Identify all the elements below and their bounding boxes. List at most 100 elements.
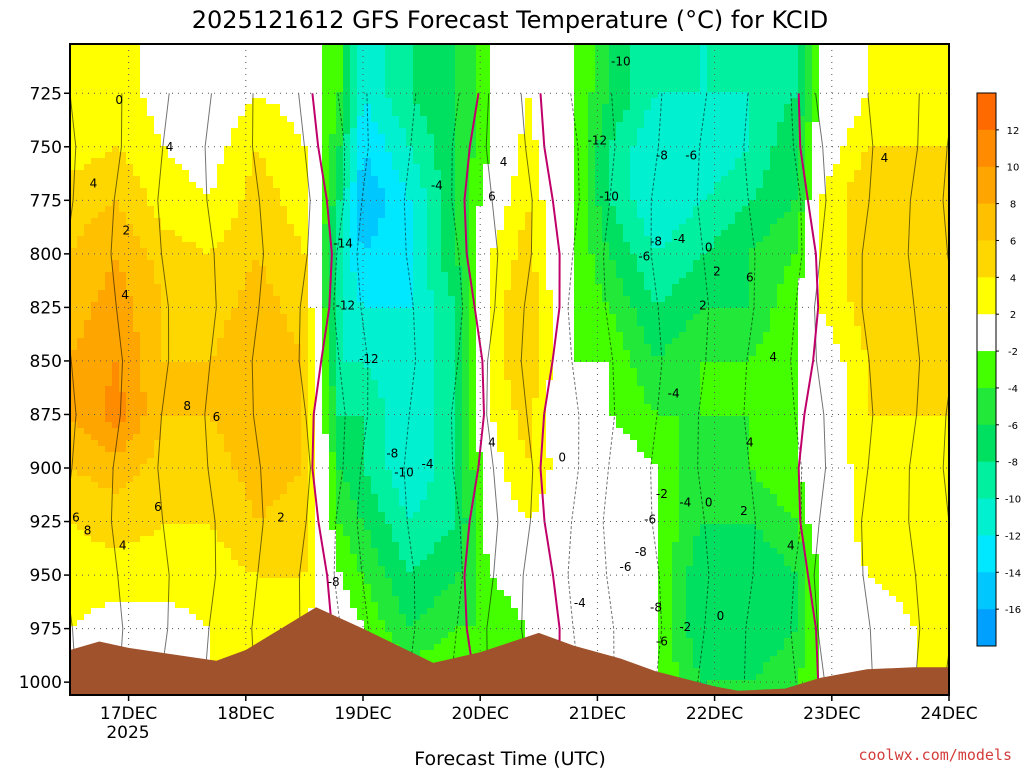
temp-cell bbox=[140, 68, 148, 75]
temp-cell bbox=[126, 206, 134, 213]
temp-cell bbox=[294, 470, 302, 477]
temp-cell bbox=[133, 152, 141, 159]
temp-cell bbox=[273, 326, 281, 333]
temp-cell bbox=[287, 332, 295, 339]
temp-cell bbox=[182, 584, 190, 591]
temp-cell bbox=[322, 596, 330, 603]
temp-cell bbox=[105, 584, 113, 591]
temp-cell bbox=[266, 518, 274, 525]
temp-cell bbox=[126, 74, 134, 81]
temp-cell bbox=[336, 434, 344, 441]
temp-cell bbox=[133, 542, 141, 549]
temp-cell bbox=[105, 188, 113, 195]
temp-cell bbox=[182, 542, 190, 549]
temp-cell bbox=[168, 146, 176, 153]
temp-cell bbox=[105, 62, 113, 69]
temp-cell bbox=[161, 326, 169, 333]
temp-cell bbox=[119, 584, 127, 591]
temp-cell bbox=[119, 272, 127, 279]
temp-cell bbox=[371, 380, 379, 387]
temp-cell bbox=[224, 488, 232, 495]
temp-cell bbox=[77, 74, 85, 81]
temp-cell bbox=[126, 296, 134, 303]
temp-cell bbox=[266, 380, 274, 387]
temp-cell bbox=[287, 308, 295, 315]
temp-cell bbox=[84, 548, 92, 555]
temp-cell bbox=[322, 410, 330, 417]
temp-cell bbox=[252, 632, 260, 639]
temp-cell bbox=[231, 608, 239, 615]
temp-cell bbox=[203, 428, 211, 435]
temp-cell bbox=[371, 398, 379, 405]
temp-cell bbox=[357, 512, 365, 519]
temp-cell bbox=[126, 386, 134, 393]
temp-cell bbox=[168, 110, 176, 117]
temp-cell bbox=[168, 308, 176, 315]
temp-cell bbox=[350, 50, 358, 57]
temp-cell bbox=[350, 110, 358, 117]
temp-cell bbox=[189, 368, 197, 375]
temp-cell bbox=[154, 542, 162, 549]
temp-cell bbox=[147, 92, 155, 99]
temp-cell bbox=[231, 392, 239, 399]
temp-cell bbox=[294, 554, 302, 561]
temp-cell bbox=[287, 392, 295, 399]
temp-cell bbox=[91, 80, 99, 87]
temp-cell bbox=[182, 548, 190, 555]
temp-cell bbox=[322, 290, 330, 297]
temp-cell bbox=[189, 350, 197, 357]
temp-cell bbox=[168, 506, 176, 513]
temp-cell bbox=[133, 368, 141, 375]
temp-cell bbox=[301, 110, 309, 117]
temp-cell bbox=[98, 176, 106, 183]
temp-cell bbox=[217, 638, 225, 645]
temp-cell bbox=[161, 524, 169, 531]
temp-cell bbox=[182, 68, 190, 75]
temp-cell bbox=[301, 326, 309, 333]
temp-cell bbox=[343, 182, 351, 189]
temp-cell bbox=[308, 296, 316, 303]
temp-cell bbox=[161, 176, 169, 183]
temp-cell bbox=[161, 140, 169, 147]
temp-cell bbox=[280, 350, 288, 357]
temp-cell bbox=[329, 302, 337, 309]
temp-cell bbox=[343, 578, 351, 585]
temp-cell bbox=[77, 128, 85, 135]
temp-cell bbox=[161, 512, 169, 519]
temp-cell bbox=[308, 362, 316, 369]
temp-cell bbox=[210, 56, 218, 63]
temp-cell bbox=[273, 464, 281, 471]
temp-cell bbox=[252, 242, 260, 249]
temp-cell bbox=[280, 182, 288, 189]
temp-cell bbox=[133, 128, 141, 135]
temp-cell bbox=[154, 308, 162, 315]
temp-cell bbox=[231, 320, 239, 327]
temp-cell bbox=[259, 56, 267, 63]
temp-cell bbox=[336, 140, 344, 147]
temp-cell bbox=[385, 356, 393, 363]
temp-cell bbox=[168, 476, 176, 483]
temp-cell bbox=[105, 164, 113, 171]
temp-cell bbox=[105, 98, 113, 105]
temp-cell bbox=[196, 158, 204, 165]
temp-cell bbox=[301, 266, 309, 273]
temp-cell bbox=[105, 404, 113, 411]
temp-cell bbox=[70, 266, 78, 273]
temp-cell bbox=[91, 536, 99, 543]
temp-cell bbox=[182, 236, 190, 243]
temp-cell bbox=[189, 158, 197, 165]
temp-cell bbox=[350, 122, 358, 129]
temp-cell bbox=[217, 314, 225, 321]
temp-cell bbox=[133, 596, 141, 603]
temp-cell bbox=[287, 146, 295, 153]
temp-cell bbox=[245, 116, 253, 123]
temp-cell bbox=[189, 122, 197, 129]
temp-cell bbox=[147, 194, 155, 201]
temp-cell bbox=[224, 500, 232, 507]
temp-cell bbox=[231, 278, 239, 285]
temp-cell bbox=[245, 560, 253, 567]
temp-cell bbox=[70, 68, 78, 75]
temp-cell bbox=[189, 548, 197, 555]
temp-cell bbox=[266, 458, 274, 465]
temp-cell bbox=[231, 554, 239, 561]
